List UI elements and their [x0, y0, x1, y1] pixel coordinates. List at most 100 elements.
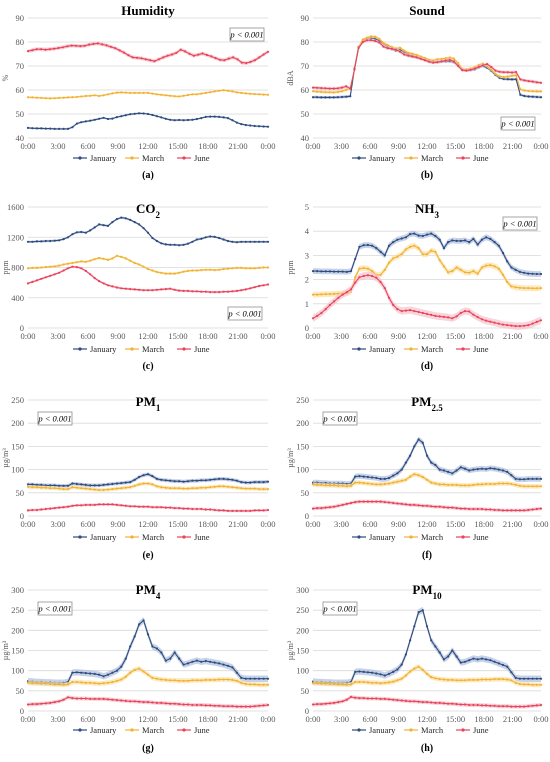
annotation-box — [322, 411, 358, 426]
data-point-june — [245, 62, 248, 65]
data-point-march — [262, 488, 265, 491]
data-point-january — [523, 677, 526, 680]
data-point-june — [472, 703, 475, 707]
data-point-january — [195, 238, 198, 241]
data-point-january — [204, 479, 207, 482]
data-point-june — [249, 287, 252, 290]
data-point-march — [71, 261, 74, 265]
data-point-june — [463, 507, 467, 510]
data-point-june — [35, 48, 38, 51]
data-point-january — [387, 244, 391, 247]
data-point-january — [262, 677, 265, 680]
data-point-june — [218, 509, 221, 512]
x-tick-label: 18:00 — [474, 331, 493, 341]
data-point-march — [371, 482, 374, 486]
y-tick-label: 400 — [11, 293, 24, 303]
data-point-march — [266, 266, 270, 269]
data-point-march — [506, 482, 509, 485]
data-point-march — [218, 485, 221, 488]
y-tick-label: 100 — [296, 465, 309, 475]
data-point-march — [438, 259, 441, 262]
data-point-march — [49, 682, 52, 686]
data-point-june — [480, 318, 483, 321]
data-point-june — [214, 57, 217, 60]
data-point-june — [232, 56, 235, 59]
data-point-june — [468, 507, 471, 511]
data-point-january — [40, 240, 43, 243]
data-point-january — [480, 238, 483, 241]
x-tick-label: 15:00 — [168, 714, 187, 724]
data-point-january — [235, 241, 238, 244]
data-point-january — [213, 661, 216, 664]
data-point-june — [369, 39, 373, 42]
data-point-january — [413, 232, 416, 235]
data-point-january — [142, 112, 145, 115]
data-point-march — [447, 271, 450, 274]
data-point-january — [195, 479, 198, 482]
data-point-june — [164, 506, 167, 509]
data-point-june — [452, 60, 455, 63]
legend-label-march: March — [142, 344, 165, 354]
data-point-june — [98, 697, 101, 701]
data-point-june — [80, 504, 83, 507]
data-point-january — [266, 125, 270, 128]
data-point-june — [473, 67, 476, 70]
data-point-january — [111, 221, 114, 224]
data-point-january — [447, 241, 450, 244]
data-point-june — [362, 274, 365, 278]
x-tick-label: 6:00 — [80, 331, 95, 341]
data-point-june — [447, 316, 450, 319]
data-point-march — [387, 261, 391, 264]
data-point-january — [186, 662, 190, 665]
series-band-march — [28, 666, 268, 688]
data-point-january — [102, 224, 105, 227]
data-point-january — [235, 121, 238, 124]
data-point-june — [365, 39, 368, 42]
data-point-january — [111, 117, 114, 120]
data-point-march — [480, 266, 483, 269]
data-point-march — [452, 57, 455, 60]
data-point-january — [489, 467, 492, 470]
data-point-june — [58, 506, 61, 509]
data-point-january — [200, 237, 203, 240]
data-point-january — [400, 237, 403, 240]
data-point-january — [447, 470, 450, 473]
data-point-january — [80, 483, 83, 486]
data-point-june — [131, 56, 134, 59]
data-point-january — [333, 270, 336, 273]
data-point-january — [49, 239, 52, 243]
data-point-march — [371, 270, 374, 273]
data-point-june — [337, 296, 340, 299]
data-point-march — [480, 678, 483, 681]
data-point-march — [155, 485, 158, 488]
data-point-march — [111, 92, 114, 95]
data-point-january — [249, 240, 252, 243]
data-point-march — [451, 678, 454, 682]
data-point-march — [66, 488, 70, 491]
data-point-march — [106, 258, 110, 261]
data-point-march — [366, 681, 369, 684]
data-point-june — [357, 46, 360, 50]
data-point-march — [366, 267, 369, 270]
data-point-january — [506, 470, 509, 473]
data-point-june — [320, 311, 323, 315]
legend-label-march: March — [421, 153, 444, 163]
data-point-june — [53, 507, 56, 510]
x-tick-label: 15:00 — [168, 331, 187, 341]
data-point-march — [375, 681, 378, 684]
data-point-march — [341, 683, 344, 686]
data-point-june — [400, 502, 403, 505]
data-point-january — [468, 241, 471, 244]
data-point-june — [96, 42, 99, 45]
y-axis-label: µg/m³ — [286, 640, 295, 660]
data-point-march — [539, 485, 543, 488]
data-point-january — [518, 677, 522, 680]
data-point-march — [354, 276, 357, 279]
data-point-june — [535, 81, 539, 84]
data-point-january — [340, 95, 344, 99]
data-point-june — [337, 504, 340, 507]
x-tick-label: 3:00 — [334, 141, 349, 151]
data-point-march — [26, 267, 30, 270]
legend-marker-january — [78, 156, 82, 160]
data-point-march — [182, 679, 185, 682]
